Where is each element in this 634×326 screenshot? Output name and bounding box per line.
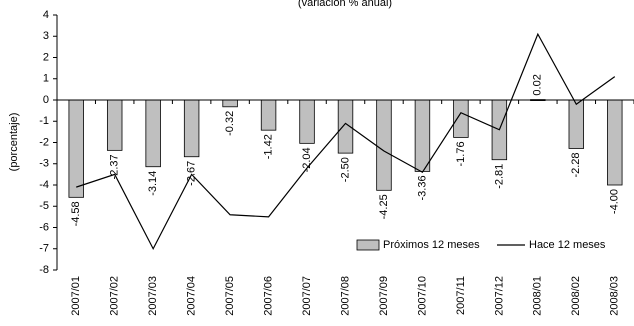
x-tick-label: 2007/11 — [455, 276, 467, 315]
data-label: 0.02 — [532, 74, 544, 95]
x-tick-label: 2007/02 — [109, 276, 121, 316]
legend-swatch — [356, 239, 380, 251]
data-label: -3.14 — [147, 171, 159, 196]
data-label: -2.28 — [570, 152, 582, 177]
y-tick-label: -1 — [39, 115, 49, 127]
y-tick-label: 1 — [43, 73, 49, 85]
legend-label: Hace 12 meses — [529, 239, 606, 251]
y-axis-label: (porcentaje) — [8, 113, 20, 172]
bar — [145, 99, 161, 168]
data-label: -2.81 — [493, 164, 505, 189]
bar — [260, 99, 277, 131]
x-tick-label: 2008/01 — [532, 276, 544, 316]
data-label: -2.04 — [301, 147, 313, 172]
x-tick-label: 2008/03 — [609, 276, 621, 316]
x-tick-label: 2007/04 — [186, 276, 198, 316]
chart-title: (variación % anual) — [298, 0, 392, 9]
x-tick-label: 2007/03 — [147, 276, 159, 316]
bar — [414, 99, 431, 172]
y-tick-label: 0 — [43, 94, 49, 106]
bar — [68, 99, 84, 198]
data-label: -1.42 — [262, 134, 274, 159]
y-tick-label: 3 — [43, 30, 49, 42]
data-label: -4.00 — [609, 189, 621, 214]
x-tick-label: 2007/01 — [70, 276, 82, 316]
line — [76, 32, 616, 251]
bar — [453, 99, 469, 138]
data-label: -4.25 — [378, 194, 390, 219]
data-label: -2.50 — [339, 157, 351, 182]
x-tick-label: 2007/12 — [493, 276, 505, 316]
data-label: -1.76 — [455, 141, 467, 166]
x-tick-label: 2007/08 — [339, 276, 351, 316]
y-tick-label: -4 — [39, 179, 49, 191]
data-label: -2.37 — [109, 154, 121, 179]
x-tick-label: 2007/09 — [378, 276, 390, 316]
x-tick-label: 2007/10 — [416, 276, 428, 316]
legend-label: Próximos 12 meses — [383, 239, 480, 251]
bar — [568, 99, 585, 149]
y-tick-label: -3 — [39, 158, 49, 170]
y-tick-label: -5 — [39, 200, 49, 212]
y-tick-label: 4 — [43, 9, 49, 21]
y-tick-label: -8 — [39, 264, 49, 276]
data-label: -3.36 — [416, 175, 428, 200]
bar — [183, 99, 200, 158]
bar — [607, 99, 623, 186]
y-tick-label: -2 — [39, 136, 49, 148]
y-tick-label: 2 — [43, 51, 49, 63]
y-tick-label: -7 — [39, 243, 49, 255]
x-tick-label: 2007/07 — [301, 276, 313, 316]
data-label: -0.32 — [224, 111, 236, 136]
y-tick-label: -6 — [39, 221, 49, 233]
bar — [299, 99, 315, 144]
x-tick-label: 2007/06 — [262, 276, 274, 316]
x-tick-label: 2008/02 — [570, 276, 582, 316]
bar — [222, 99, 238, 108]
bar — [376, 99, 392, 191]
bar — [106, 99, 123, 151]
x-tick-label: 2007/05 — [224, 276, 236, 316]
data-label: -4.58 — [70, 201, 82, 226]
